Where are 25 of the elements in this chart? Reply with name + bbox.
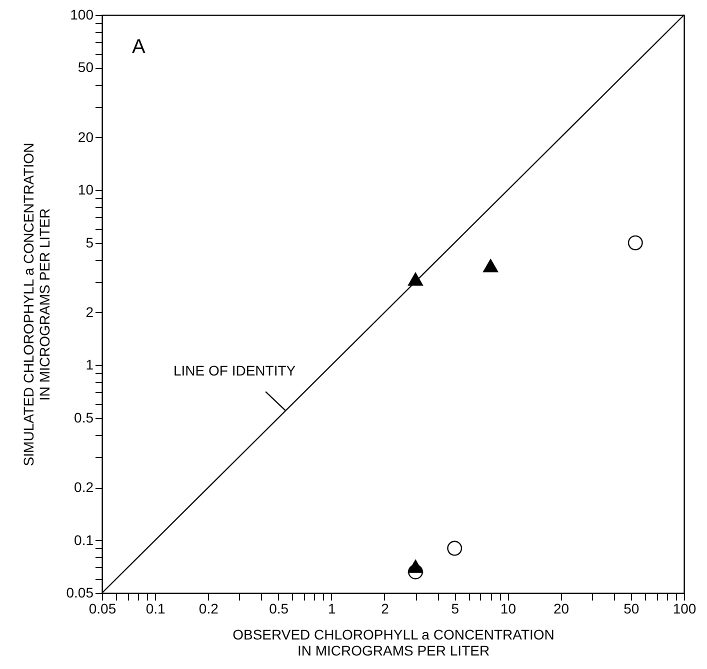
y-tick-label: 100 [70, 6, 94, 22]
y-tick-label: 50 [78, 59, 94, 76]
y-tick-label: 0.05 [66, 584, 94, 600]
x-tick-label: 10 [500, 600, 516, 616]
y-tick-label: 0.5 [74, 409, 94, 426]
y-axis-title: SIMULATED CHLOROPHYLL a CONCENTRATION IN MICROGRAMS PER LITER [20, 142, 52, 466]
y-tick-label: 10 [78, 182, 94, 198]
x-tick-label: 2 [381, 600, 390, 616]
x-axis-title: OBSERVED CHLOROPHYLL a CONCENTRATION IN MICROGRAMS PER LITER [232, 626, 554, 658]
y-tick-label: 0.1 [74, 532, 94, 548]
x-tick-label: 100 [672, 600, 696, 616]
y-tick-label: 2 [86, 304, 94, 320]
y-tick-label: 0.2 [74, 479, 94, 496]
y-tick-label: 20 [78, 128, 94, 145]
x-tick-label: 0.2 [198, 600, 219, 616]
x-tick-label: 0.5 [269, 600, 289, 616]
x-tick-label: 50 [624, 600, 640, 616]
y-tick-label: 5 [86, 234, 94, 250]
x-tick-label: 5 [451, 600, 460, 616]
x-tick-label: 20 [553, 600, 570, 616]
x-tick-label: 1 [328, 600, 336, 616]
y-tick-label: 1 [86, 356, 94, 373]
annotation: LINE OF IDENTITY [173, 362, 296, 379]
annotation: A [132, 36, 146, 58]
x-tick-label: 0.1 [146, 600, 166, 616]
